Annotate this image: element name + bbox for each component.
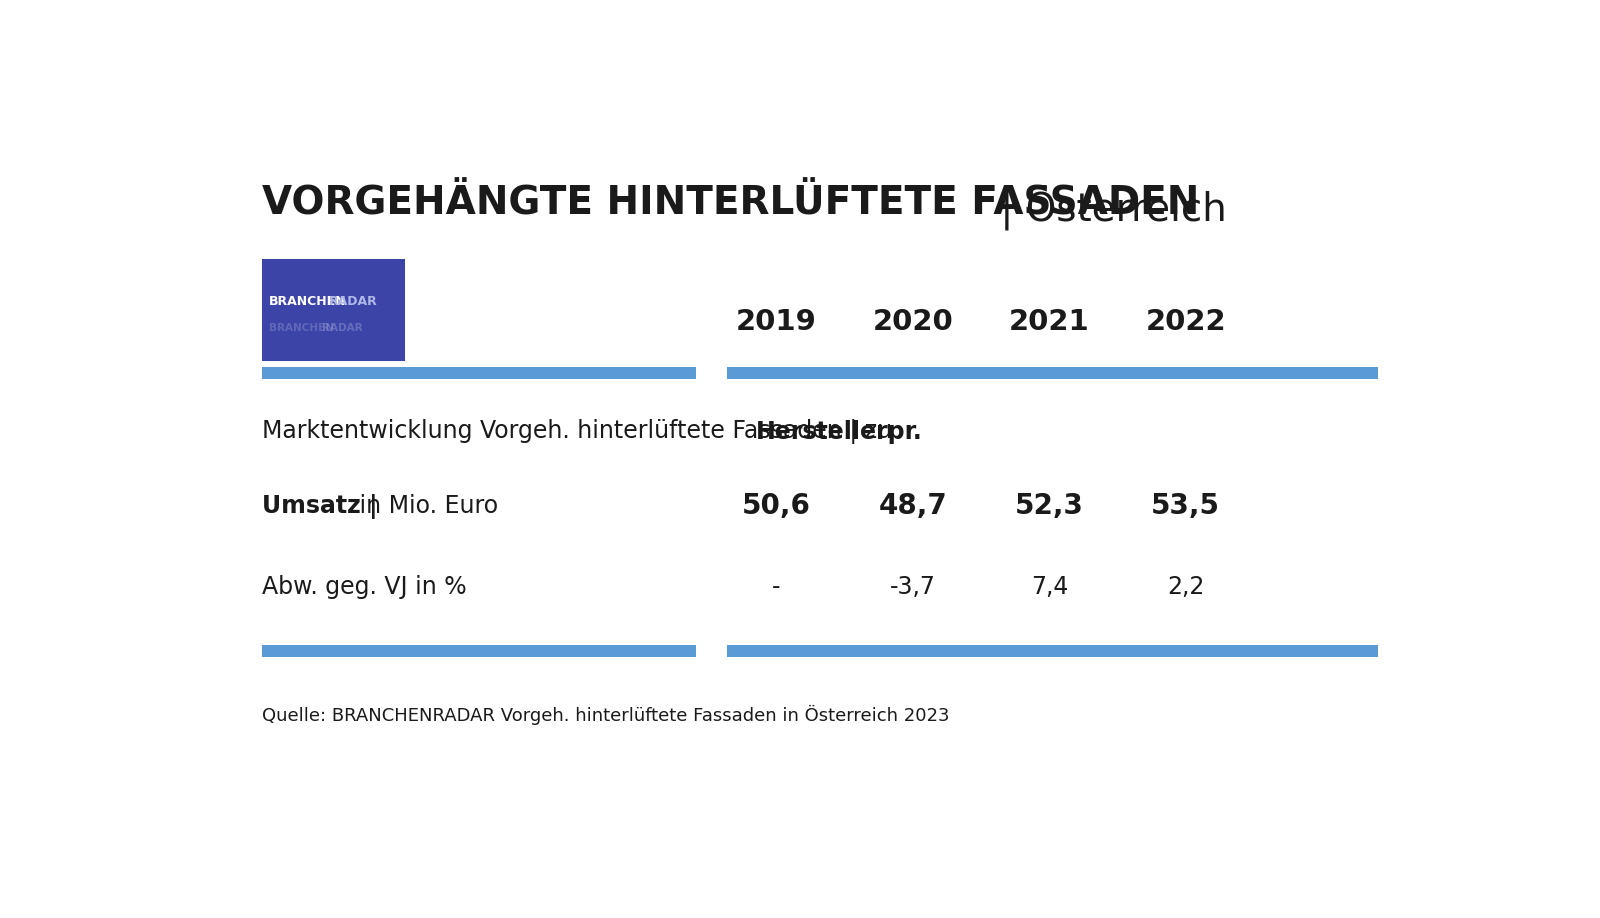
Text: | Österreich: | Österreich	[989, 185, 1227, 230]
Text: 7,4: 7,4	[1030, 576, 1069, 599]
Text: Umsatz |: Umsatz |	[262, 494, 378, 519]
Text: 2020: 2020	[872, 308, 954, 336]
Text: RADAR: RADAR	[322, 323, 363, 333]
Text: BRANCHEN: BRANCHEN	[269, 323, 334, 333]
Text: Herstellerpr.: Herstellerpr.	[757, 420, 923, 443]
Text: 2022: 2022	[1146, 308, 1226, 336]
Bar	[262, 644, 696, 657]
Text: Abw. geg. VJ in %: Abw. geg. VJ in %	[262, 576, 467, 599]
Text: 2021: 2021	[1010, 308, 1090, 336]
Text: -: -	[773, 576, 781, 599]
Text: 2,2: 2,2	[1166, 576, 1205, 599]
Text: BRANCHEN: BRANCHEN	[269, 296, 347, 308]
Text: 50,6: 50,6	[742, 492, 811, 520]
Text: Marktentwicklung Vorgeh. hinterlüftete Fassaden | zu: Marktentwicklung Vorgeh. hinterlüftete F…	[262, 420, 899, 444]
Bar	[726, 644, 1378, 657]
Text: Quelle: BRANCHENRADAR Vorgeh. hinterlüftete Fassaden in Österreich 2023: Quelle: BRANCHENRADAR Vorgeh. hinterlüft…	[262, 704, 949, 724]
Text: -3,7: -3,7	[890, 576, 936, 599]
Text: VORGEHÄNGTE HINTERLÜFTETE FASSADEN: VORGEHÄNGTE HINTERLÜFTETE FASSADEN	[262, 185, 1200, 222]
Text: 2019: 2019	[736, 308, 818, 336]
FancyBboxPatch shape	[262, 259, 405, 361]
Bar	[262, 367, 696, 379]
Text: 52,3: 52,3	[1014, 492, 1083, 520]
Bar	[726, 367, 1378, 379]
Text: RADAR: RADAR	[330, 296, 378, 308]
Text: 48,7: 48,7	[878, 492, 947, 520]
Text: in Mio. Euro: in Mio. Euro	[352, 494, 498, 518]
Text: 53,5: 53,5	[1152, 492, 1221, 520]
